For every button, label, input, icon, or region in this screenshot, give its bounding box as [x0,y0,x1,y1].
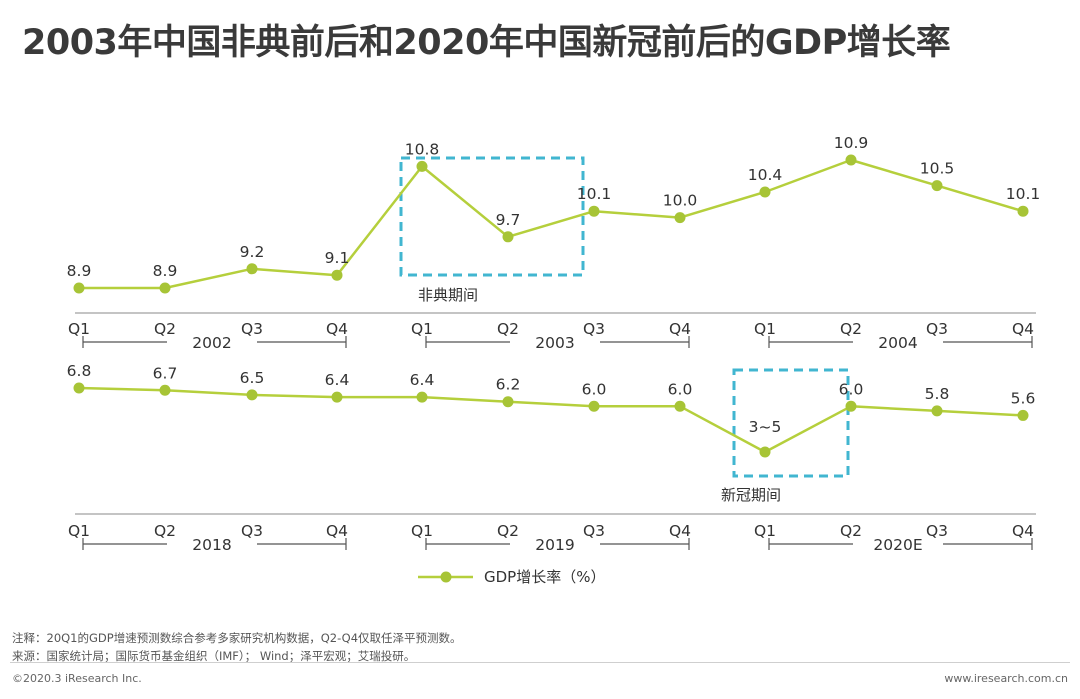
data-label: 6.4 [325,371,350,389]
data-label: 6.7 [153,364,178,382]
data-label: 10.0 [663,192,698,210]
x-tick-label: Q2 [154,320,176,338]
data-label: 6.2 [496,376,521,394]
highlight-label: 新冠期间 [721,486,781,504]
x-tick-label: Q3 [926,320,948,338]
x-tick-label: Q4 [669,320,691,338]
year-label: 2019 [535,536,574,554]
data-label: 6.4 [410,371,435,389]
legend-label: GDP增长率（%） [484,568,605,586]
x-tick-label: Q4 [669,522,691,540]
data-label: 9.7 [496,211,521,229]
data-point [502,231,514,243]
x-tick-label: Q2 [840,522,862,540]
data-point [1017,409,1029,421]
data-label: 10.4 [748,166,783,184]
data-point [246,263,258,275]
series-line [78,386,1024,454]
x-tick-label: Q2 [154,522,176,540]
data-point [416,391,428,403]
data-label: 10.8 [405,140,440,158]
data-point [502,396,514,408]
data-label: 6.0 [582,380,607,398]
data-point [73,382,85,394]
x-tick-label: Q4 [326,522,348,540]
year-label: 2002 [192,334,231,352]
highlight-box [732,368,850,478]
x-tick-label: Q3 [926,522,948,540]
data-label: 3~5 [749,418,782,436]
x-tick-label: Q1 [411,320,433,338]
data-label: 10.1 [1006,185,1041,203]
data-label: 9.2 [240,243,265,261]
data-label: 9.1 [325,249,350,267]
data-point [845,400,857,412]
data-label: 6.0 [839,380,864,398]
data-point [159,384,171,396]
data-point [331,269,343,281]
data-point [674,400,686,412]
data-label: 10.5 [920,160,955,178]
x-tick-label: Q1 [754,522,776,540]
x-tick-label: Q1 [68,522,90,540]
data-point [674,212,686,224]
data-point [845,154,857,166]
footer-divider [10,662,1070,663]
x-tick-label: Q3 [583,522,605,540]
data-point [73,282,85,294]
year-label: 2018 [192,536,231,554]
x-tick-label: Q4 [1012,522,1034,540]
x-tick-label: Q2 [497,522,519,540]
x-tick-label: Q1 [68,320,90,338]
data-point [246,389,258,401]
copyright-text: ©2020.3 iResearch Inc. [12,672,142,685]
data-label: 5.6 [1011,389,1036,407]
data-label: 8.9 [67,262,92,280]
data-point [1017,205,1029,217]
highlight-label: 非典期间 [418,286,478,304]
data-point [159,282,171,294]
data-point [931,405,943,417]
data-label: 10.9 [834,134,869,152]
year-label: 2003 [535,334,574,352]
data-point [931,180,943,192]
note-text: 注释：20Q1的GDP增速预测数综合参考多家研究机构数据，Q2-Q4仅取任泽平预… [12,631,462,645]
data-point [331,391,343,403]
data-point [588,205,600,217]
data-label: 6.5 [240,369,265,387]
x-tick-label: Q3 [241,522,263,540]
chart-title: 2003年中国非典前后和2020年中国新冠前后的GDP增长率 [22,23,951,63]
x-tick-label: Q2 [840,320,862,338]
x-tick-label: Q3 [241,320,263,338]
legend-marker [440,571,452,583]
data-point [759,446,771,458]
data-label: 10.1 [577,185,612,203]
highlight-box [399,156,585,277]
x-tick-label: Q4 [1012,320,1034,338]
data-label: 6.8 [67,362,92,380]
data-label: 8.9 [153,262,178,280]
data-point [759,186,771,198]
data-point [588,400,600,412]
series-line [79,158,1024,290]
data-label: 5.8 [925,385,950,403]
data-point [416,160,428,172]
data-label: 6.0 [668,380,693,398]
x-tick-label: Q1 [754,320,776,338]
website-text: www.iresearch.com.cn [944,672,1068,685]
x-tick-label: Q2 [497,320,519,338]
source-text: 来源：国家统计局；国际货币基金组织（IMF）； Wind；泽平宏观；艾瑞投研。 [12,649,416,663]
year-label: 2020E [873,536,922,554]
x-tick-label: Q1 [411,522,433,540]
x-tick-label: Q3 [583,320,605,338]
x-tick-label: Q4 [326,320,348,338]
year-label: 2004 [878,334,917,352]
